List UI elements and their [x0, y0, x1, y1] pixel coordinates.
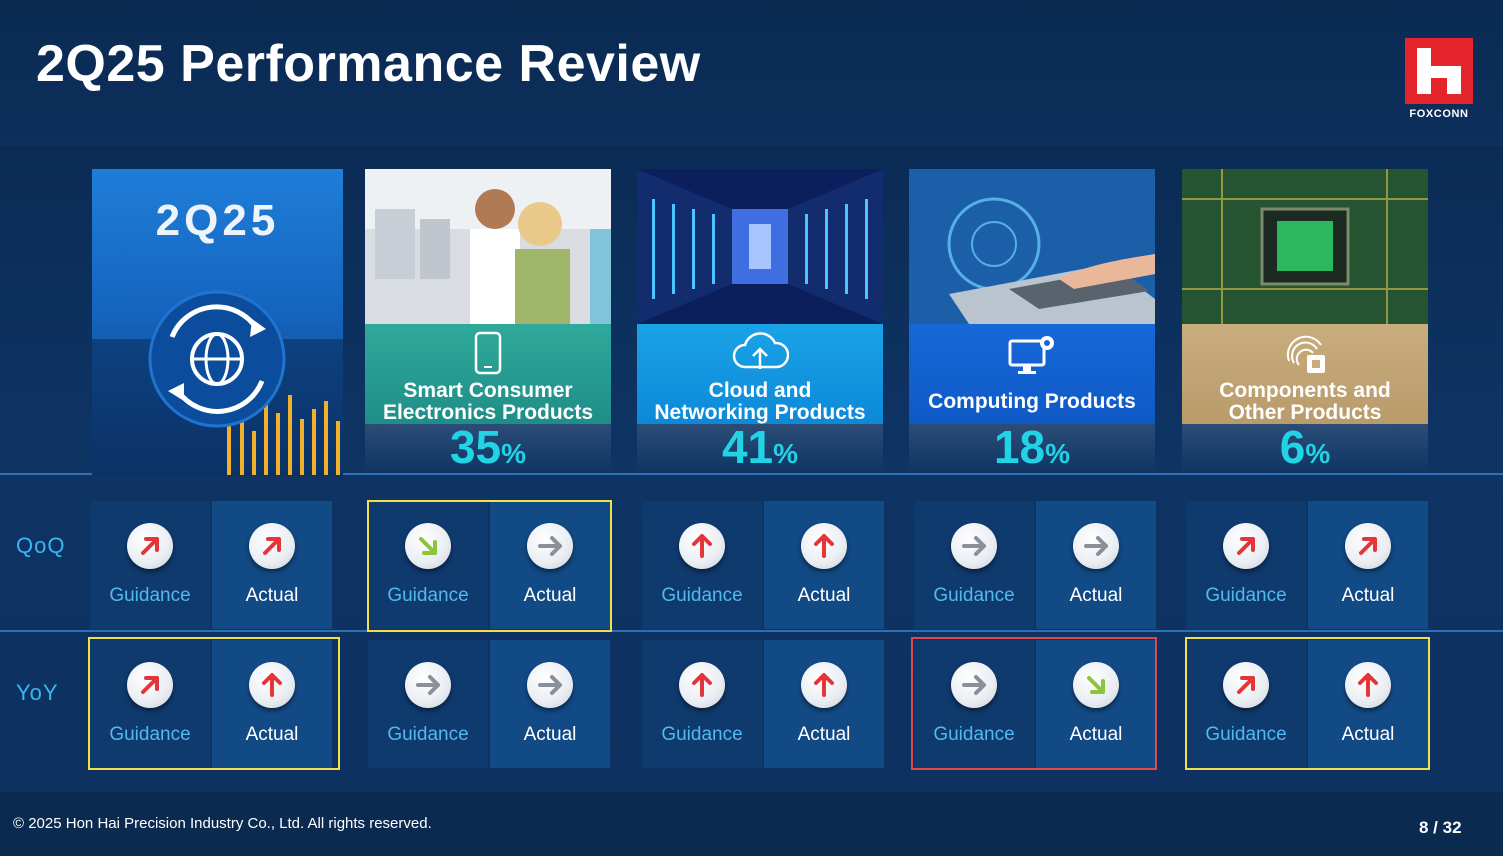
cloud-upload-icon	[732, 332, 789, 369]
arrow-down-right-icon	[1073, 662, 1119, 708]
actual-label: Actual	[1069, 585, 1123, 606]
arrow-right-icon	[1073, 523, 1119, 569]
qoq-guidance-cell: Guidance	[368, 501, 488, 629]
qoq-actual-cell: Actual	[764, 501, 884, 629]
circuit-board-photo	[1182, 169, 1428, 324]
fingerprint-chip-icon	[1286, 335, 1325, 373]
qoq-guidance-cell: Guidance	[642, 501, 762, 629]
category-percent: 41%	[721, 421, 799, 473]
arrow-up-icon	[249, 662, 295, 708]
arrow-up-right-icon	[1223, 523, 1269, 569]
guidance-label: Guidance	[661, 724, 743, 745]
guidance-label: Guidance	[1205, 585, 1287, 606]
guidance-label: Guidance	[387, 724, 469, 745]
card-smart-consumer: Smart Consumer Electronics Products 35%	[365, 169, 611, 475]
consumer-photo	[365, 169, 611, 324]
arrow-up-icon	[679, 662, 725, 708]
arrow-up-icon	[1345, 662, 1391, 708]
arrow-up-right-icon	[1345, 523, 1391, 569]
arrow-up-icon	[801, 662, 847, 708]
card-computing: Computing Products 18%	[909, 169, 1155, 475]
yoy-guidance-cell: Guidance	[1186, 640, 1306, 768]
qoq-actual-cell: Actual	[212, 501, 332, 629]
qoq-guidance-cell: Guidance	[90, 501, 210, 629]
yoy-guidance-cell: Guidance	[914, 640, 1034, 768]
yoy-guidance-cell: Guidance	[642, 640, 762, 768]
yoy-guidance-cell: Guidance	[90, 640, 210, 768]
logo-wordmark: FOXCONN	[1409, 108, 1469, 120]
category-name-line1: Smart Consumer	[403, 379, 573, 402]
actual-label: Actual	[245, 724, 299, 745]
arrow-down-right-icon	[405, 523, 451, 569]
actual-label: Actual	[1341, 585, 1395, 606]
category-name-line1: Cloud and	[708, 379, 812, 402]
page-number: 8 / 32	[1419, 818, 1462, 837]
category-name-line2: Other Products	[1228, 401, 1382, 424]
guidance-label: Guidance	[109, 585, 191, 606]
category-name-line2: Networking Products	[654, 401, 866, 424]
period-label: 2Q25	[155, 196, 280, 245]
yoy-actual-cell: Actual	[212, 640, 332, 768]
arrow-right-icon	[951, 523, 997, 569]
arrow-up-right-icon	[127, 523, 173, 569]
yoy-actual-cell: Actual	[764, 640, 884, 768]
arrow-right-icon	[951, 662, 997, 708]
guidance-label: Guidance	[109, 724, 191, 745]
header	[0, 0, 1503, 146]
smartphone-icon	[474, 331, 502, 375]
period-card	[92, 169, 343, 475]
category-percent: 18%	[993, 421, 1071, 473]
category-name-line1: Computing Products	[928, 390, 1136, 413]
arrow-up-right-icon	[249, 523, 295, 569]
arrow-up-right-icon	[1223, 662, 1269, 708]
qoq-actual-cell: Actual	[1308, 501, 1428, 629]
guidance-label: Guidance	[661, 585, 743, 606]
category-name-line2: Electronics Products	[382, 401, 594, 424]
guidance-label: Guidance	[1205, 724, 1287, 745]
row-label-yoy: YoY	[16, 680, 59, 705]
yoy-actual-cell: Actual	[490, 640, 610, 768]
divider-top	[0, 473, 1503, 475]
laptop-photo	[909, 169, 1155, 324]
card-components: Components and Other Products 6%	[1182, 169, 1428, 475]
qoq-guidance-cell: Guidance	[1186, 501, 1306, 629]
guidance-label: Guidance	[387, 585, 469, 606]
period-card-artwork	[92, 290, 343, 475]
footer	[0, 792, 1503, 856]
actual-label: Actual	[523, 585, 577, 606]
page-title: 2Q25 Performance Review	[36, 35, 701, 93]
arrow-right-icon	[405, 662, 451, 708]
actual-label: Actual	[1069, 724, 1123, 745]
category-percent: 6%	[1279, 421, 1331, 473]
actual-label: Actual	[797, 724, 851, 745]
yoy-guidance-cell: Guidance	[368, 640, 488, 768]
foxconn-logo: FOXCONN	[1405, 38, 1473, 122]
arrow-right-icon	[527, 523, 573, 569]
guidance-label: Guidance	[933, 585, 1015, 606]
divider-middle	[0, 630, 1503, 632]
arrow-up-right-icon	[127, 662, 173, 708]
actual-label: Actual	[1341, 724, 1395, 745]
actual-label: Actual	[245, 585, 299, 606]
actual-label: Actual	[797, 585, 851, 606]
yoy-actual-cell: Actual	[1308, 640, 1428, 768]
yoy-actual-cell: Actual	[1036, 640, 1156, 768]
card-cloud-networking: Cloud and Networking Products 41%	[637, 169, 883, 475]
qoq-guidance-cell: Guidance	[914, 501, 1034, 629]
actual-label: Actual	[523, 724, 577, 745]
arrow-up-icon	[679, 523, 725, 569]
qoq-actual-cell: Actual	[1036, 501, 1156, 629]
qoq-actual-cell: Actual	[490, 501, 610, 629]
category-name-line1: Components and	[1219, 379, 1391, 402]
guidance-label: Guidance	[933, 724, 1015, 745]
arrow-right-icon	[527, 662, 573, 708]
row-label-qoq: QoQ	[16, 533, 66, 558]
arrow-up-icon	[801, 523, 847, 569]
computer-settings-icon	[1008, 336, 1054, 374]
datacenter-photo	[637, 169, 883, 324]
copyright-text: © 2025 Hon Hai Precision Industry Co., L…	[13, 815, 432, 832]
category-percent: 35%	[449, 421, 527, 473]
